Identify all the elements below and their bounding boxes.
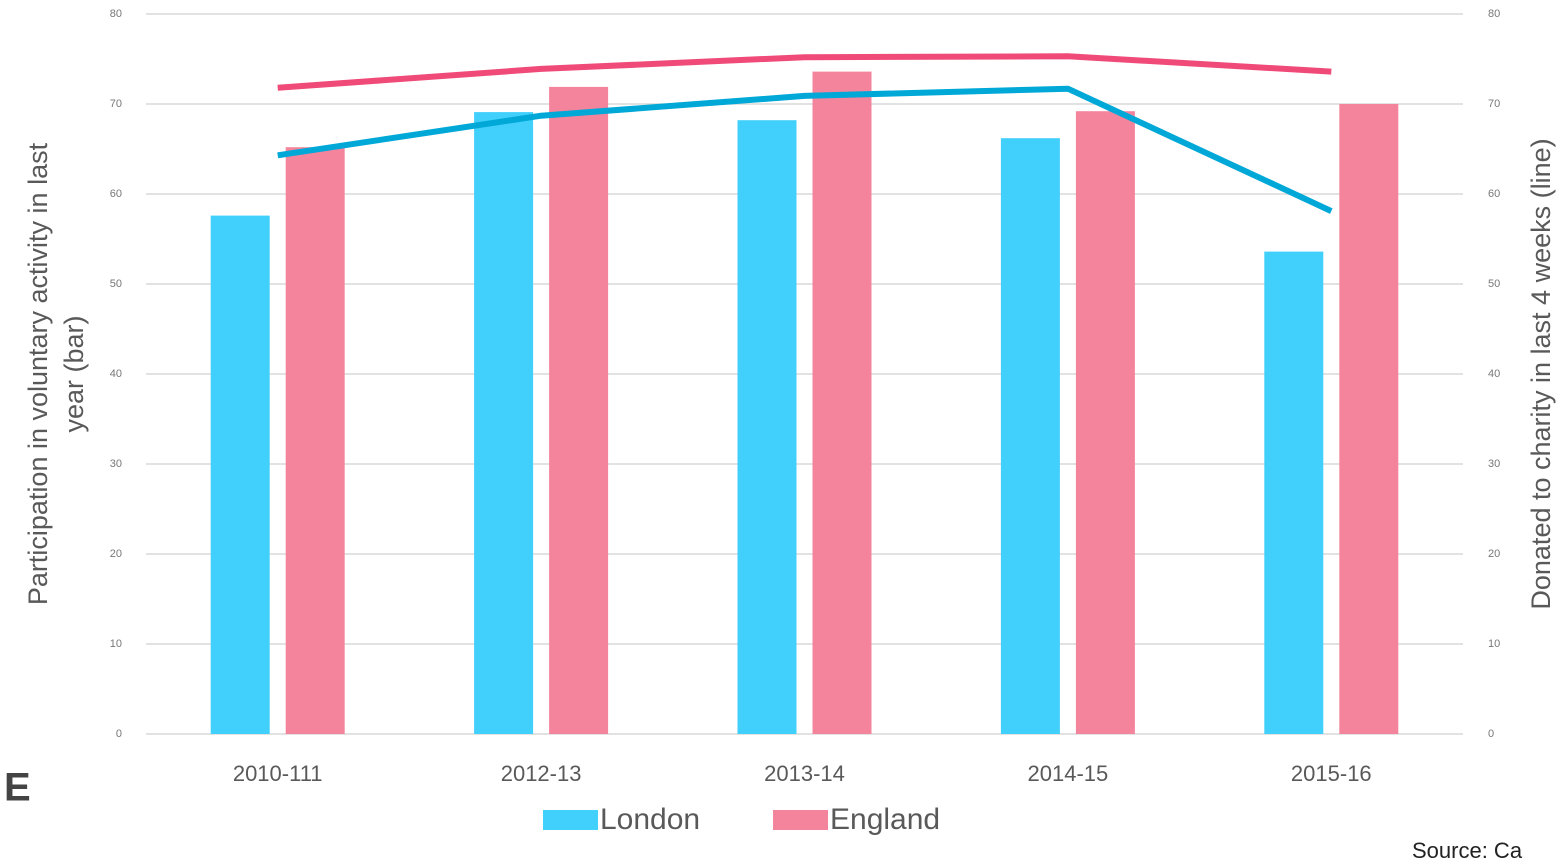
- y-tick-label: 20: [110, 548, 122, 560]
- source: Source: Ca: [1412, 838, 1523, 863]
- y-tick-label: 10: [110, 638, 122, 650]
- bar: [737, 120, 797, 734]
- y2-axis-title: Donated to charity in last 4 weeks (line…: [1526, 138, 1556, 609]
- y2-tick-label: 0: [1488, 728, 1494, 740]
- y2-tick-label: 20: [1488, 548, 1500, 560]
- bar: [549, 86, 609, 734]
- y2-tick-label: 60: [1488, 188, 1500, 200]
- x-tick-label: 2013-14: [764, 761, 845, 786]
- legend-label: England: [830, 803, 940, 836]
- legend-label: London: [600, 803, 700, 836]
- bar: [1339, 104, 1399, 734]
- y-tick-label: 40: [110, 368, 122, 380]
- bar: [1264, 251, 1324, 734]
- y-tick-label: 70: [110, 98, 122, 110]
- y2-tick-label: 80: [1488, 8, 1500, 20]
- x-tick-label: 2015-16: [1291, 761, 1372, 786]
- bar: [812, 71, 872, 735]
- y2-tick-label: 30: [1488, 458, 1500, 470]
- bar: [1000, 138, 1060, 734]
- y-tick-label: 30: [110, 458, 122, 470]
- y2-tick-label: 70: [1488, 98, 1500, 110]
- x-tick-label: 2014-15: [1028, 761, 1109, 786]
- y-tick-label: 0: [116, 728, 122, 740]
- y-axis-title: Participation in voluntary activity in l…: [23, 142, 53, 605]
- bar: [1075, 111, 1135, 734]
- legend-swatch: [543, 810, 598, 830]
- legend-swatch: [773, 810, 828, 830]
- side-letter: E: [4, 766, 31, 810]
- line: [277, 53, 1332, 91]
- y-tick-label: 80: [110, 8, 122, 20]
- bar: [285, 147, 345, 734]
- x-tick-label: 2010-111: [233, 761, 323, 786]
- y-axis-title: year (bar): [59, 315, 89, 432]
- y2-tick-label: 10: [1488, 638, 1500, 650]
- y2-tick-label: 50: [1488, 278, 1500, 290]
- line: [277, 85, 1333, 214]
- x-tick-label: 2012-13: [501, 761, 582, 786]
- bar: [210, 215, 270, 735]
- y2-tick-label: 40: [1488, 368, 1500, 380]
- bar: [474, 112, 534, 735]
- y-tick-label: 50: [110, 278, 122, 290]
- y-tick-label: 60: [110, 188, 122, 200]
